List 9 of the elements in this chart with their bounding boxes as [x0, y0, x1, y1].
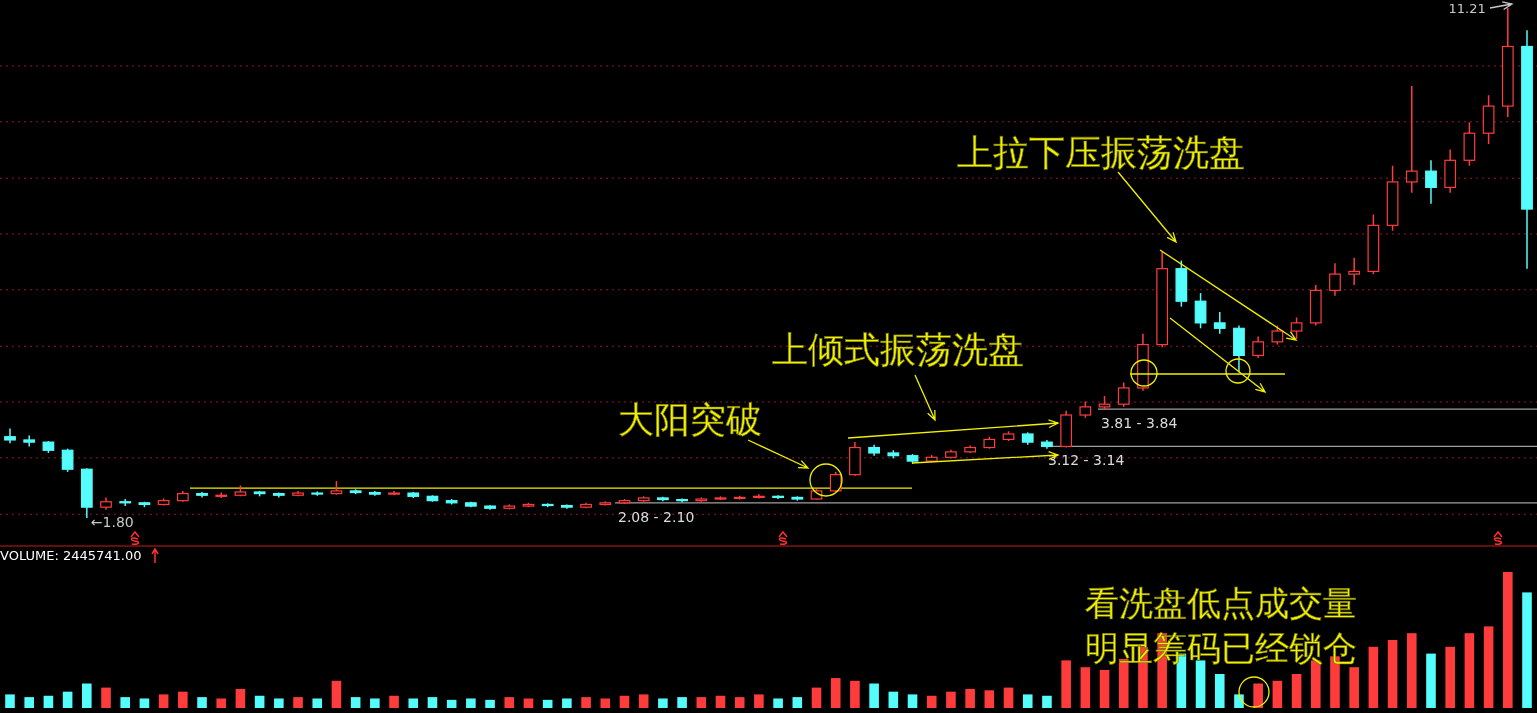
ref-line-label: 3.81 - 3.84 [1101, 415, 1178, 432]
annotation: ←1.80 [90, 514, 134, 530]
annotation: 上倾式振荡洗盘 [772, 329, 1024, 370]
annotation: 看洗盘低点成交量 [1085, 583, 1357, 623]
annotation: 大阳突破 [618, 399, 762, 440]
annotation: 11.21 [1448, 1, 1486, 16]
text: VOLUME: 2445741.00 [0, 548, 142, 563]
ref-line-label: 2.08 - 2.10 [618, 508, 695, 525]
annotation: 上拉下压振荡洗盘 [957, 132, 1245, 173]
